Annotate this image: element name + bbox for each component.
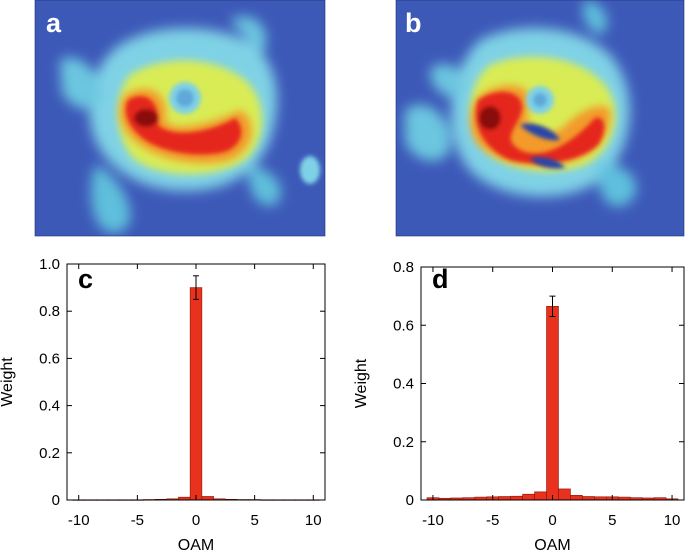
x-tick-label-c: -10 bbox=[68, 512, 90, 529]
intensity-map-a bbox=[34, 0, 326, 237]
y-axis-label-c: Weight bbox=[0, 357, 16, 407]
bar-chart-c: 0 0.2 0.4 0.6 0.8 1.0 -10 -5 0 5 10 OAM Weight bbox=[0, 256, 326, 554]
y-tick-label-d: 0.4 bbox=[393, 376, 414, 393]
bar-c-oam-1 bbox=[201, 496, 214, 501]
bar-d-oam-0 bbox=[546, 306, 559, 501]
x-tick-label-d: 0 bbox=[548, 512, 556, 529]
y-tick-label-c: 0 bbox=[52, 492, 60, 509]
y-tick-label-c: 1.0 bbox=[39, 256, 60, 273]
y-tick-label-d: 0.8 bbox=[393, 259, 414, 276]
y-tick-label-d: 0.2 bbox=[393, 434, 414, 451]
panel-label-d: d bbox=[432, 264, 449, 294]
panel-label-c: c bbox=[78, 264, 93, 294]
y-tick-label-d: 0.6 bbox=[393, 317, 414, 334]
y-tick-label-c: 0.8 bbox=[39, 303, 60, 320]
x-axis-label-c: OAM bbox=[178, 537, 214, 554]
panel-label-b: b bbox=[405, 8, 422, 38]
y-tick-label-d: 0 bbox=[406, 492, 414, 509]
y-tick-label-c: 0.4 bbox=[39, 398, 60, 415]
bar-chart-d: 0 0.2 0.4 0.6 0.8 -10 -5 0 5 10 OAM Weight bbox=[353, 259, 685, 554]
x-tick-label-c: 10 bbox=[305, 512, 322, 529]
x-tick-label-c: -5 bbox=[131, 512, 144, 529]
error-bar-c bbox=[193, 275, 199, 300]
error-bar-d bbox=[549, 295, 556, 318]
x-tick-label-d: 10 bbox=[664, 512, 681, 529]
bar-d-oam--3 bbox=[510, 495, 523, 501]
y-tick-label-c: 0.2 bbox=[39, 445, 60, 462]
panel-label-a: a bbox=[46, 8, 62, 38]
intensity-map-b bbox=[395, 0, 685, 237]
x-tick-label-d: -5 bbox=[486, 512, 499, 529]
y-axis-label-d: Weight bbox=[353, 358, 370, 408]
bar-d-oam--4 bbox=[498, 496, 511, 501]
x-axis-label-d: OAM bbox=[534, 537, 570, 554]
bar-d-oam-1 bbox=[558, 488, 571, 501]
x-tick-label-c: 0 bbox=[192, 512, 200, 529]
bar-d-oam--2 bbox=[522, 493, 535, 501]
x-tick-label-d: 5 bbox=[608, 512, 616, 529]
bar-c-oam-0 bbox=[189, 287, 203, 501]
x-tick-label-c: 5 bbox=[250, 512, 258, 529]
y-tick-label-c: 0.6 bbox=[39, 350, 60, 367]
bar-d-oam-2 bbox=[570, 495, 583, 501]
bar-d-oam-3 bbox=[582, 496, 595, 501]
bar-d-oam--1 bbox=[534, 491, 547, 501]
x-tick-label-d: -10 bbox=[422, 512, 444, 529]
